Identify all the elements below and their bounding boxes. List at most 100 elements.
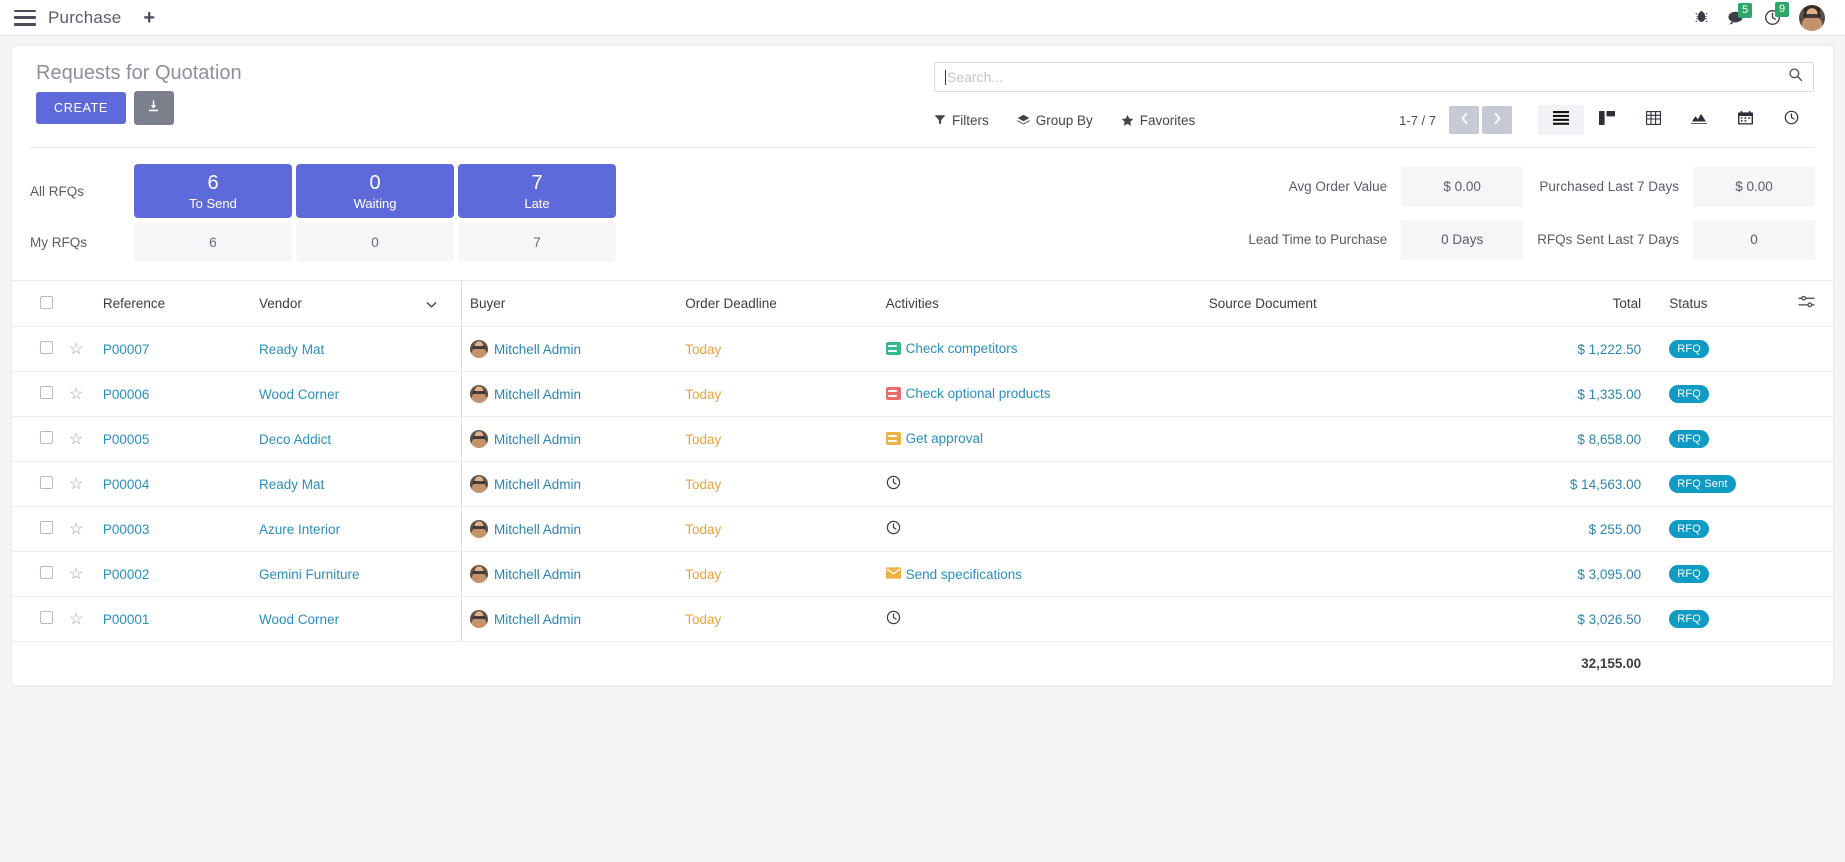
table-row[interactable]: ☆ P00003 Azure Interior Mitchell Admin T… — [12, 506, 1833, 552]
messages-icon[interactable]: 5 — [1727, 2, 1753, 26]
metric-value-lead-time-to-purchase[interactable]: 0 Days — [1401, 219, 1524, 260]
activity-label[interactable]: Check optional products — [905, 385, 1051, 401]
reference-link[interactable]: P00007 — [102, 341, 150, 357]
bug-icon[interactable] — [1694, 10, 1709, 25]
table-row[interactable]: ☆ P00006 Wood Corner Mitchell Admin Toda… — [12, 371, 1833, 417]
kpi-my-late[interactable]: 7 — [458, 222, 616, 262]
buyer-name[interactable]: Mitchell Admin — [493, 432, 582, 447]
table-row[interactable]: ☆ P00002 Gemini Furniture Mitchell Admin… — [12, 551, 1833, 597]
search-icon[interactable] — [1788, 67, 1803, 87]
activity-label[interactable]: Get approval — [905, 430, 983, 446]
star-icon[interactable]: ☆ — [69, 386, 84, 403]
vendor-link[interactable]: Ready Mat — [259, 341, 325, 357]
reference-link[interactable]: P00005 — [102, 431, 150, 447]
hamburger-icon[interactable] — [14, 9, 36, 26]
reference-link[interactable]: P00003 — [102, 521, 150, 537]
activity-item[interactable]: Check optional products — [885, 385, 1051, 401]
activity-item[interactable] — [886, 610, 906, 628]
metric-value-avg-order-value[interactable]: $ 0.00 — [1401, 166, 1524, 207]
activity-item[interactable] — [886, 520, 906, 538]
column-header-order-deadline[interactable]: Order Deadline — [677, 280, 878, 327]
star-icon[interactable]: ☆ — [69, 566, 84, 583]
row-checkbox[interactable] — [40, 431, 53, 444]
pager-previous-button[interactable] — [1449, 106, 1479, 134]
group-by-button[interactable]: Group By — [1016, 113, 1093, 128]
vendor-link[interactable]: Gemini Furniture — [259, 566, 360, 582]
graph-view-button[interactable] — [1676, 105, 1722, 135]
activity-red-icon — [885, 386, 901, 400]
vendor-link[interactable]: Wood Corner — [259, 611, 340, 627]
reference-link[interactable]: P00001 — [102, 611, 150, 627]
buyer-name[interactable]: Mitchell Admin — [493, 342, 582, 357]
metric-value-rfqs-sent-last-7-days[interactable]: 0 — [1693, 219, 1815, 260]
star-icon[interactable]: ☆ — [69, 476, 84, 493]
row-checkbox[interactable] — [40, 386, 53, 399]
metric-value-purchased-last-7-days[interactable]: $ 0.00 — [1693, 166, 1815, 207]
table-row[interactable]: ☆ P00007 Ready Mat Mitchell Admin Today … — [12, 326, 1833, 372]
buyer-name[interactable]: Mitchell Admin — [493, 567, 582, 582]
column-settings-icon[interactable] — [1798, 295, 1815, 312]
column-header-reference[interactable]: Reference — [94, 280, 252, 327]
buyer-name[interactable]: Mitchell Admin — [493, 612, 582, 627]
create-button[interactable]: CREATE — [36, 92, 126, 124]
kpi-all-to-send[interactable]: 6 To Send — [134, 164, 292, 218]
table-row[interactable]: ☆ P00004 Ready Mat Mitchell Admin Today — [12, 461, 1833, 507]
kpi-my-waiting[interactable]: 0 — [296, 222, 454, 262]
row-checkbox[interactable] — [40, 521, 53, 534]
row-select-cell — [12, 596, 61, 642]
upload-button[interactable] — [133, 91, 174, 125]
column-header-total[interactable]: Total — [1473, 280, 1650, 327]
activity-label[interactable]: Check competitors — [905, 340, 1018, 356]
activities-clock-icon[interactable]: 9 — [1764, 2, 1790, 26]
app-title[interactable]: Purchase — [48, 7, 122, 27]
filters-button[interactable]: Filters — [934, 113, 989, 128]
kpi-my-to-send[interactable]: 6 — [134, 222, 292, 262]
search-input[interactable]: Search... — [934, 62, 1814, 92]
activity-view-button[interactable] — [1768, 105, 1814, 135]
activity-item[interactable]: Get approval — [885, 430, 983, 446]
select-all-checkbox[interactable] — [40, 295, 53, 309]
star-icon[interactable]: ☆ — [69, 611, 84, 628]
buyer-name[interactable]: Mitchell Admin — [493, 522, 582, 537]
activity-label[interactable]: Send specifications — [905, 566, 1022, 582]
pivot-view-button[interactable] — [1630, 105, 1676, 135]
row-checkbox[interactable] — [40, 611, 53, 624]
kpi-all-late[interactable]: 7 Late — [458, 164, 616, 218]
column-header-status[interactable]: Status — [1649, 280, 1788, 327]
column-header-activities[interactable]: Activities — [877, 280, 1201, 327]
table-row[interactable]: ☆ P00005 Deco Addict Mitchell Admin Toda… — [12, 416, 1833, 462]
pager-next-button[interactable] — [1482, 106, 1512, 134]
activity-item[interactable] — [886, 475, 906, 493]
calendar-view-button[interactable] — [1722, 105, 1768, 135]
table-row[interactable]: ☆ P00001 Wood Corner Mitchell Admin Toda… — [12, 596, 1833, 642]
activity-item[interactable]: Check competitors — [885, 340, 1018, 356]
cell-activities — [877, 506, 1201, 552]
metric-label-lead-time-to-purchase: Lead Time to Purchase — [1248, 232, 1388, 247]
column-header-source-document[interactable]: Source Document — [1200, 280, 1474, 327]
row-checkbox[interactable] — [40, 476, 53, 489]
star-icon[interactable]: ☆ — [69, 521, 84, 538]
vendor-link[interactable]: Ready Mat — [259, 476, 325, 492]
vendor-link[interactable]: Deco Addict — [259, 431, 332, 447]
row-checkbox[interactable] — [40, 341, 53, 354]
star-icon[interactable]: ☆ — [69, 431, 84, 448]
new-app-plus-icon[interactable]: + — [143, 6, 156, 29]
user-avatar[interactable] — [1799, 4, 1825, 31]
reference-link[interactable]: P00002 — [102, 566, 150, 582]
buyer-name[interactable]: Mitchell Admin — [493, 387, 582, 402]
activity-item[interactable]: Send specifications — [885, 566, 1022, 582]
vendor-link[interactable]: Azure Interior — [259, 521, 341, 537]
list-view-button[interactable] — [1538, 105, 1584, 135]
cell-status: RFQ — [1649, 596, 1788, 642]
favorites-button[interactable]: Favorites — [1121, 113, 1195, 128]
vendor-link[interactable]: Wood Corner — [259, 386, 340, 402]
row-checkbox[interactable] — [40, 566, 53, 579]
buyer-name[interactable]: Mitchell Admin — [493, 477, 582, 492]
kpi-all-waiting[interactable]: 0 Waiting — [296, 164, 454, 218]
kanban-view-button[interactable] — [1584, 105, 1630, 135]
column-header-vendor[interactable]: Vendor — [251, 280, 462, 327]
star-icon[interactable]: ☆ — [69, 341, 84, 358]
reference-link[interactable]: P00006 — [102, 386, 150, 402]
column-header-buyer[interactable]: Buyer — [461, 280, 678, 327]
reference-link[interactable]: P00004 — [102, 476, 150, 492]
